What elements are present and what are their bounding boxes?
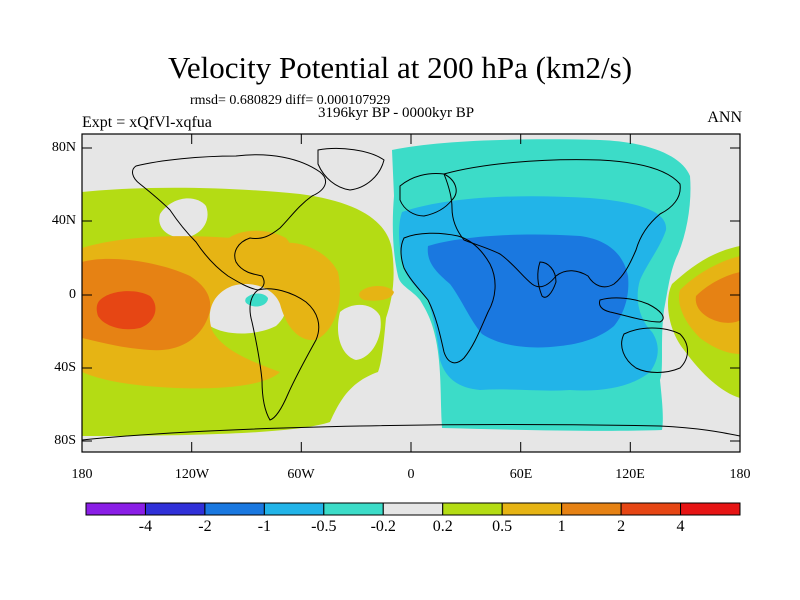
lon-label-180e: 180 [729, 467, 751, 482]
colorbar-swatch [442, 502, 503, 516]
lat-label-40s: 40S [54, 360, 76, 375]
colorbar-swatch [501, 502, 563, 516]
coast-antarctica [82, 424, 740, 441]
colorbar [85, 502, 741, 516]
coast-europe [399, 173, 457, 217]
lon-label-60e: 60E [509, 467, 533, 482]
coastlines [82, 147, 740, 441]
colorbar-label: -0.2 [370, 518, 396, 535]
map-field [82, 134, 740, 452]
coast-australia [621, 327, 688, 373]
region-positive-1-east [695, 272, 740, 323]
region-negative-1 [427, 234, 629, 348]
region-neutral-hole-atlantic [337, 304, 381, 360]
coast-asia [443, 159, 681, 288]
lon-tick-marks [81, 134, 741, 452]
colorbar-label: 0.2 [432, 518, 453, 535]
colorbar-swatch [561, 502, 622, 516]
colorbar-label: -0.5 [311, 518, 337, 535]
colorbar-label: 0.5 [492, 518, 513, 535]
coast-africa [400, 232, 496, 364]
colorbar-swatch [323, 502, 384, 516]
colorbar-swatch [382, 502, 444, 516]
colorbar-label: 4 [676, 518, 685, 535]
coast-india [537, 261, 557, 298]
colorbar-swatch [263, 502, 325, 516]
colorbar-label: -4 [138, 518, 153, 535]
region-positive-0.5-caribbean [226, 230, 292, 270]
coast-south-america [249, 288, 320, 421]
region-neutral-hole-pacific [159, 198, 208, 238]
lon-label-60w: 60W [287, 467, 315, 482]
colorbar-swatch [620, 502, 682, 516]
colorbar-swatch [144, 502, 206, 516]
colorbar-label: -1 [257, 518, 272, 535]
lat-tick-marks [82, 147, 740, 442]
lat-label-0: 0 [69, 287, 76, 302]
lon-label-180w: 180 [71, 467, 93, 482]
coast-north-america [132, 154, 327, 291]
stats-subtitle: rmsd= 0.680829 diff= 0.000107929 [190, 93, 391, 108]
colorbar-label: 1 [557, 518, 566, 535]
colorbar-swatch [680, 502, 741, 516]
lat-label-40n: 40N [51, 213, 76, 228]
colorbar-label: 2 [617, 518, 626, 535]
map-title: Velocity Potential at 200 hPa (km2/s) [167, 50, 633, 85]
lon-label-120e: 120E [615, 467, 645, 482]
lat-label-80n: 80N [51, 140, 76, 155]
colorbar-swatch [85, 502, 146, 516]
region-positive-2 [96, 291, 156, 330]
colorbar-label: -2 [198, 518, 212, 535]
lon-label-0: 0 [407, 467, 415, 482]
coast-indonesia [599, 297, 664, 323]
season-label: ANN [707, 109, 742, 126]
coast-greenland [317, 147, 385, 191]
experiment-label: Expt = xQfVl-xqfua [82, 114, 212, 131]
period-subtitle: 3196kyr BP - 0000kyr BP [318, 105, 475, 121]
lon-label-120w: 120W [174, 467, 210, 482]
colorbar-swatch [204, 502, 265, 516]
lat-label-80s: 80S [54, 433, 76, 448]
region-positive-0.5-atlantic [359, 286, 394, 301]
